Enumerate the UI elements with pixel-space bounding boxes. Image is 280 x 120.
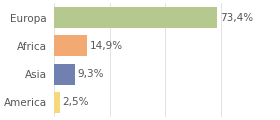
Text: 73,4%: 73,4% (220, 13, 253, 23)
Bar (54, 7, 217, 28)
Text: 9,3%: 9,3% (78, 69, 104, 79)
Text: 2,5%: 2,5% (62, 97, 89, 107)
Bar (54, 35, 87, 57)
Bar (54, 63, 75, 85)
Bar (54, 92, 60, 113)
Text: 14,9%: 14,9% (90, 41, 123, 51)
